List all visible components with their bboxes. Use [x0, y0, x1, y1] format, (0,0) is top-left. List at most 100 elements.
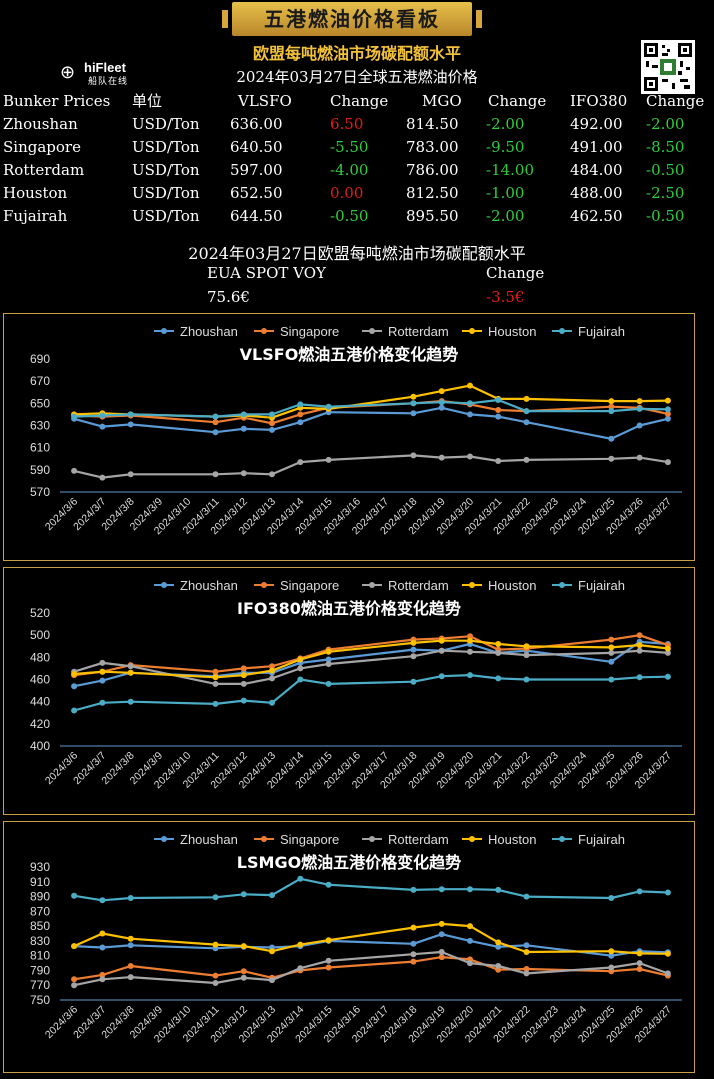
header-cell: Change [646, 92, 705, 110]
data-point [467, 886, 473, 893]
port-name: Singapore [3, 138, 81, 156]
lsmgo-chart-panel: Zhoushan Singapore Rotterdam Houston Fujaira… [3, 821, 695, 1073]
change-cell: 0.00 [330, 184, 364, 202]
series-line-singapore [73, 634, 669, 677]
data-point [608, 649, 615, 656]
y-tick-label: 610 [30, 441, 50, 455]
data-point [269, 699, 275, 706]
data-point [495, 413, 502, 420]
price-cell: 895.50 [406, 207, 459, 225]
data-point [608, 398, 615, 405]
data-point [664, 415, 671, 422]
y-tick-label: 770 [30, 978, 50, 992]
data-point [467, 960, 473, 967]
logo-sub: 船队在线 [88, 77, 129, 87]
unit-cell: USD/Ton [132, 161, 200, 179]
data-point [438, 673, 445, 680]
data-point [523, 676, 530, 683]
data-point [99, 930, 106, 937]
data-point [212, 941, 219, 948]
change-cell: -4.00 [330, 161, 369, 179]
y-tick-label: 480 [30, 650, 50, 664]
legend-marker [559, 582, 565, 588]
data-point [269, 948, 275, 955]
data-point [636, 674, 643, 681]
price-date-title: 2024年03月27日全球五港燃油价格 [236, 68, 478, 86]
change-cell: -2.00 [486, 115, 525, 133]
data-point [467, 923, 473, 930]
series-line-fujairah [73, 877, 668, 902]
legend-label: Singapore [280, 324, 339, 339]
price-cell: 644.50 [230, 207, 283, 225]
data-point [410, 678, 417, 685]
legend-label: Zhoushan [180, 832, 238, 847]
change-cell: -0.50 [646, 207, 685, 225]
data-point [127, 895, 134, 901]
port-name: Zhoushan [3, 115, 78, 133]
legend-marker [559, 328, 565, 334]
data-point [99, 474, 106, 481]
series-line-houston [74, 639, 669, 679]
data-point [636, 966, 643, 972]
series-line-fujairah [74, 398, 668, 418]
data-point [410, 653, 417, 660]
data-point [636, 888, 643, 895]
data-point [127, 411, 134, 418]
legend-label: Fujairah [578, 578, 625, 593]
y-tick-label: 830 [30, 934, 50, 948]
data-point [240, 665, 247, 672]
data-point [297, 941, 304, 948]
data-point [438, 647, 445, 654]
header-cell: VLSFO [238, 92, 292, 110]
data-point [438, 886, 445, 893]
data-point [297, 875, 304, 882]
data-point [212, 429, 219, 436]
price-cell: 783.00 [406, 138, 459, 156]
data-point [71, 671, 78, 677]
y-tick-label: 910 [30, 875, 50, 889]
data-point [495, 939, 502, 946]
y-tick-label: 690 [30, 352, 50, 366]
data-point [410, 940, 417, 947]
y-tick-label: 810 [30, 949, 50, 963]
data-point [240, 680, 247, 687]
data-point [240, 470, 247, 477]
data-point [523, 893, 530, 900]
data-point [410, 958, 417, 965]
change-cell: -0.50 [330, 207, 369, 225]
data-point [127, 471, 134, 478]
legend-marker [469, 328, 475, 334]
change-cell: -9.50 [486, 138, 525, 156]
header-cell: Change [488, 92, 547, 110]
change-cell: -1.00 [486, 184, 525, 202]
data-point [467, 633, 473, 640]
data-point [608, 408, 615, 415]
legend-marker [369, 328, 375, 334]
data-point [99, 659, 106, 666]
data-point [523, 970, 530, 977]
data-point [410, 410, 417, 417]
data-point [212, 674, 219, 681]
data-point [523, 949, 530, 955]
port-name: Fujairah [3, 207, 68, 225]
data-point [127, 669, 134, 676]
data-point [636, 398, 643, 405]
data-point [636, 950, 643, 957]
series-line-zhoushan [73, 406, 669, 440]
data-point [240, 974, 247, 981]
data-point [410, 924, 417, 931]
data-point [438, 931, 445, 938]
data-point [664, 673, 671, 680]
data-point [495, 641, 502, 647]
table-row: Zhoushan USD/Ton 636.00 6.50 814.50 -2.00 492.… [0, 113, 714, 136]
data-point [438, 454, 445, 461]
data-point [71, 413, 78, 420]
data-point [410, 393, 417, 400]
data-point [523, 966, 530, 972]
change-cell: -8.50 [646, 138, 685, 156]
data-point [325, 661, 332, 667]
change-cell: -0.50 [646, 161, 685, 179]
legend-label: Houston [488, 832, 536, 847]
data-point [99, 423, 106, 430]
data-point [608, 676, 615, 683]
